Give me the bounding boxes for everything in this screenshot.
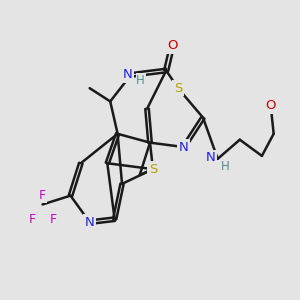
Text: O: O bbox=[167, 39, 177, 52]
Text: F: F bbox=[29, 213, 36, 226]
Text: F: F bbox=[49, 213, 56, 226]
Text: N: N bbox=[123, 68, 132, 81]
Text: F: F bbox=[39, 188, 46, 202]
Text: N: N bbox=[179, 141, 189, 154]
Text: O: O bbox=[266, 99, 276, 112]
Text: S: S bbox=[149, 163, 157, 176]
Text: N: N bbox=[206, 151, 215, 164]
Text: S: S bbox=[174, 82, 182, 95]
Text: N: N bbox=[85, 216, 94, 229]
Text: H: H bbox=[136, 74, 145, 87]
Text: H: H bbox=[221, 160, 230, 173]
